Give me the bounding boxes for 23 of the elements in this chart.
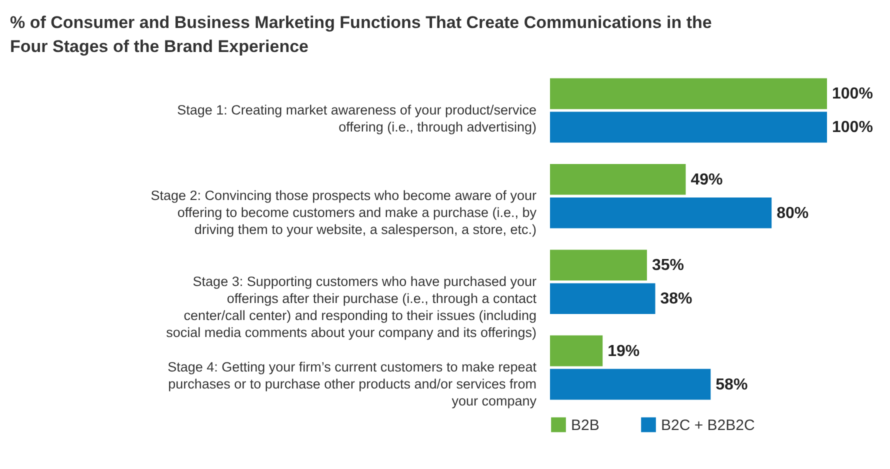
- y-tick-label: Stage 1: Creating market awareness of your product/service offering (i.e., through advertising): [177, 102, 536, 134]
- legend-label: B2B: [571, 416, 600, 434]
- text: % of Consumer and Business Marketing Functions That Create Communications in the Four Stages of the Brand Experience: [10, 13, 712, 56]
- bar: [550, 250, 647, 281]
- data-label: 80%: [776, 204, 809, 222]
- y-tick-label: Stage 4: Getting your firm’s current customers to make repeat purchases or to purchase other products and/or services from your company: [168, 360, 537, 409]
- data-label: 58%: [716, 376, 748, 394]
- data-label: 100%: [832, 86, 873, 103]
- y-tick-label: Stage 3: Supporting customers who have purchased your offerings after their purchase (i.e., through a contact center/call center) and responding to their issues (including social media comments about your company and its offerings): [166, 274, 538, 340]
- data-label: 35%: [652, 257, 684, 274]
- data-label: 49%: [690, 171, 723, 188]
- bar: [550, 164, 686, 195]
- data-label: 19%: [608, 342, 640, 360]
- y-tick-label: Stage 2: Convincing those prospects who become aware of your offering to become customers and make a purchase (i.e., by driving them to your website, a salesperson, a store, etc.): [150, 188, 537, 238]
- legend-label: B2C + B2B2C: [661, 416, 755, 434]
- data-label: 100%: [832, 119, 873, 136]
- bar: [550, 335, 603, 366]
- bar: [550, 112, 827, 143]
- bar: [550, 283, 656, 314]
- bar: [550, 197, 772, 228]
- bar: [550, 78, 827, 110]
- bar: [550, 368, 711, 400]
- data-label: 38%: [660, 290, 692, 308]
